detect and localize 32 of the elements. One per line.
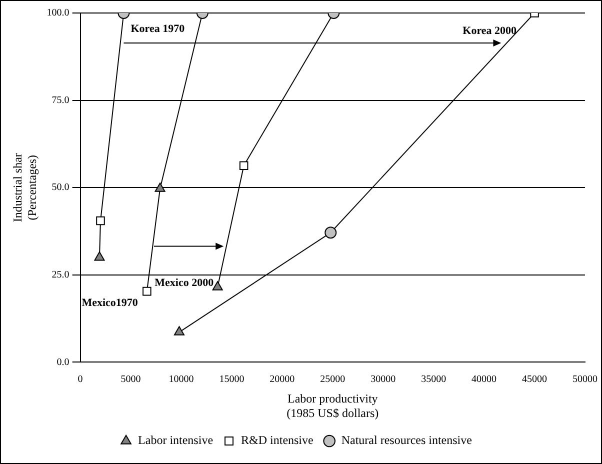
y-axis-title: Industrial shar (Percentages): [10, 153, 39, 222]
x-tick-label: 30000: [370, 374, 396, 385]
x-tick-label: 25000: [320, 374, 346, 385]
legend-label: R&D intensive: [241, 433, 314, 448]
x-tick-label: 45000: [522, 374, 548, 385]
y-tick-label: 100.0: [46, 8, 70, 19]
point: [174, 326, 184, 336]
legend-label: Labor intensive: [138, 433, 214, 448]
y-tick-label: 50.0: [52, 182, 70, 194]
series-label: Korea 2000: [462, 24, 518, 37]
series-label: Mexico1970: [82, 297, 138, 310]
y-tick-label: 75.0: [52, 94, 70, 106]
point: [239, 161, 248, 170]
x-tick-label: 20000: [270, 374, 295, 385]
x-tick-label: 50000: [572, 374, 598, 385]
point: [94, 251, 105, 261]
x-tick-label: 15000: [219, 374, 244, 385]
legend-label: Natural resources intensive: [341, 433, 472, 448]
x-tick-label: 10000: [168, 374, 194, 385]
point: [324, 226, 337, 239]
y-tick-label: 0.0: [56, 356, 70, 368]
x-axis-title: Labor productivity (1985 US$ dollars): [286, 392, 379, 420]
point: [96, 216, 105, 226]
point: [142, 286, 152, 296]
x-tick-label: 5000: [120, 374, 141, 385]
point: [212, 281, 223, 290]
x-tick-label: 40000: [472, 374, 497, 385]
series-label: Korea 1970: [130, 22, 186, 35]
series-label: Mexico 2000: [154, 276, 214, 289]
x-tick-label: 35000: [421, 374, 446, 385]
y-tick-label: 25.0: [52, 270, 70, 281]
x-tick-label: 0: [78, 374, 83, 385]
